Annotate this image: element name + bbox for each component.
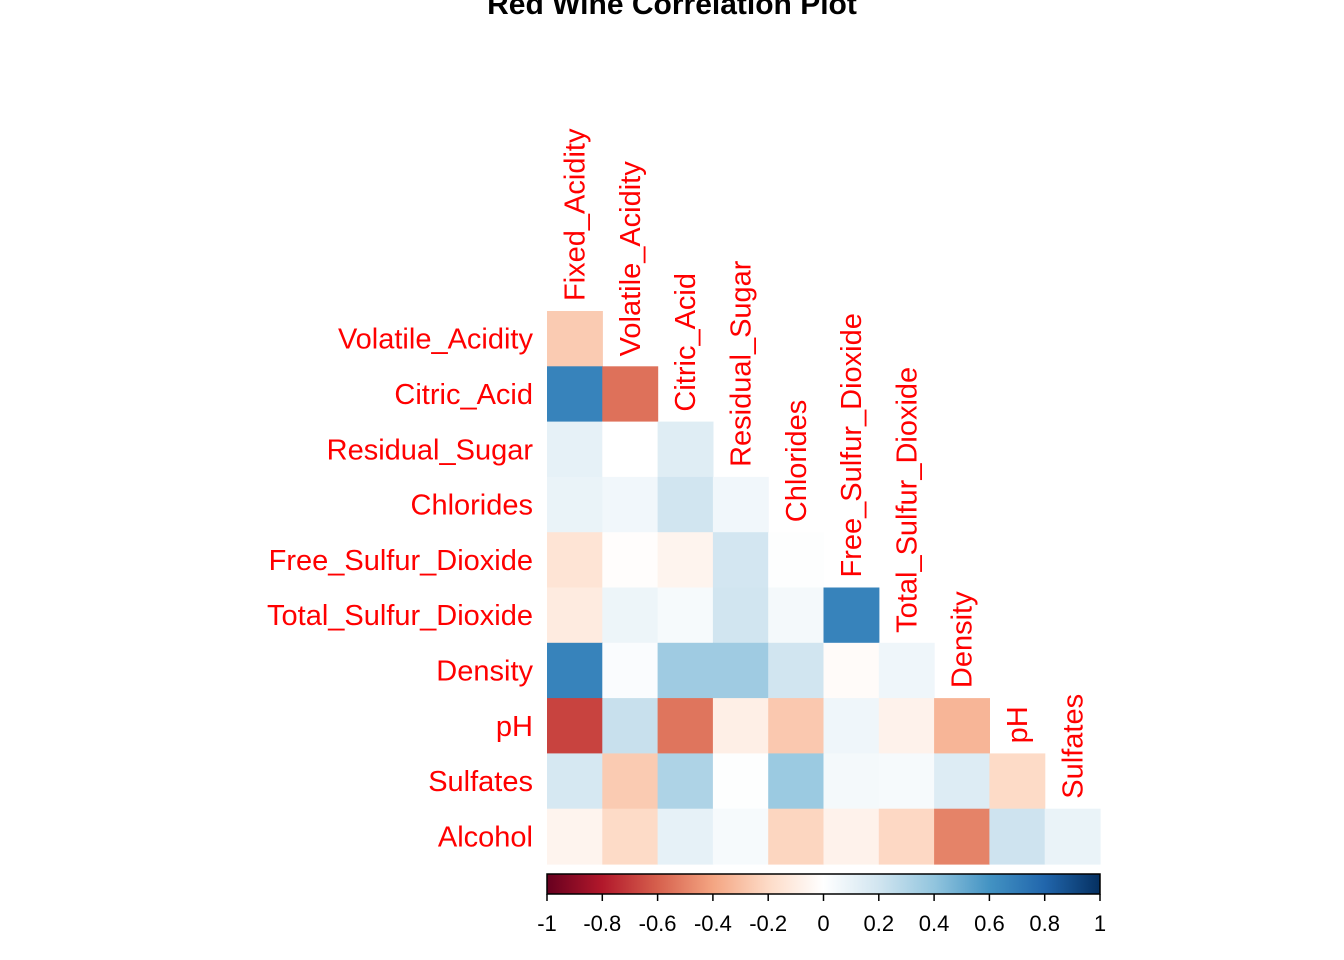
heatmap-cell (878, 808, 935, 865)
heatmap-cell (602, 808, 659, 865)
heatmap-cell (712, 753, 769, 810)
heatmap-cell (657, 421, 714, 478)
row-label: Volatile_Acidity (338, 324, 534, 356)
heatmap-cell (657, 587, 714, 644)
heatmap-cell (712, 698, 769, 754)
heatmap-cell (768, 808, 825, 865)
heatmap-cell (878, 698, 935, 754)
column-label: Density (947, 591, 979, 688)
colorbar-tick-label: -0.4 (694, 911, 732, 936)
column-label: pH (1002, 706, 1034, 743)
heatmap-cell (989, 753, 1046, 810)
heatmap-cell (602, 698, 659, 754)
heatmap-cell (547, 421, 603, 478)
heatmap-cell (657, 642, 714, 699)
heatmap-cell (1044, 808, 1101, 865)
colorbar-tick-label: 0.6 (974, 911, 1005, 936)
column-label: Sulfates (1057, 694, 1089, 799)
row-label: pH (496, 711, 533, 743)
row-label: Density (436, 655, 533, 687)
colorbar-tick-label: 0.8 (1029, 911, 1060, 936)
heatmap-cell (547, 311, 603, 367)
colorbar-tick-label: -0.2 (749, 911, 787, 936)
column-label: Residual_Sugar (726, 260, 758, 467)
column-labels: Fixed_Acidity Volatile_Acidity Citric_Acid… (560, 128, 1090, 799)
colorbar-ticks: -1 -0.8 -0.6 -0.4 -0.2 0 0.2 0.4 0.6 0.8 1 (537, 894, 1106, 936)
colorbar-tick-label: -0.6 (639, 911, 677, 936)
heatmap-cell (547, 366, 603, 423)
row-label: Residual_Sugar (327, 434, 534, 466)
heatmap-cell (934, 698, 990, 754)
heatmap-cell (712, 587, 769, 644)
colorbar-tick-label: -0.8 (583, 911, 621, 936)
heatmap-cell (712, 808, 769, 865)
heatmap-cell (547, 642, 603, 699)
heatmap-cell (657, 753, 714, 810)
heatmap-cell (823, 587, 880, 644)
row-label: Alcohol (438, 821, 533, 853)
column-label: Free_Sulfur_Dioxide (836, 313, 868, 577)
colorbar-tick-label: 0.4 (919, 911, 950, 936)
heatmap-cell (657, 476, 714, 533)
heatmap-cell (547, 476, 603, 533)
column-label: Chlorides (781, 400, 813, 523)
colorbar-tick-label: 0 (817, 911, 829, 936)
heatmap-cell (547, 753, 603, 810)
heatmap-cell (934, 808, 990, 865)
heatmap-cell (657, 698, 714, 754)
colorbar (546, 873, 1101, 895)
heatmap-cells (547, 311, 1101, 865)
heatmap-cell (768, 642, 825, 699)
heatmap-cell (602, 366, 659, 423)
heatmap-cell (768, 753, 825, 810)
heatmap-cell (602, 421, 659, 478)
heatmap-cell (934, 753, 990, 810)
column-label: Fixed_Acidity (560, 128, 592, 301)
heatmap-cell (823, 808, 880, 865)
column-label: Total_Sulfur_Dioxide (891, 367, 923, 633)
heatmap-cell (657, 532, 714, 589)
heatmap-cell (823, 642, 880, 699)
heatmap-cell (602, 587, 659, 644)
row-label: Citric_Acid (394, 379, 533, 411)
colorbar-tick-label: 1 (1094, 911, 1106, 936)
heatmap-cell (712, 476, 769, 533)
heatmap-cell (823, 698, 880, 754)
heatmap-cell (602, 642, 659, 699)
column-label: Citric_Acid (670, 273, 702, 412)
heatmap-cell (547, 808, 603, 865)
heatmap-cell (547, 587, 603, 644)
column-label: Volatile_Acidity (615, 161, 647, 357)
heatmap-cell (823, 753, 880, 810)
heatmap-cell (878, 642, 935, 699)
heatmap-cell (657, 808, 714, 865)
heatmap-cell (768, 698, 825, 754)
heatmap-cell (989, 808, 1046, 865)
row-label: Chlorides (411, 490, 534, 522)
heatmap-cell (602, 532, 659, 589)
row-labels: Volatile_Acidity Citric_Acid Residual_Suga… (267, 324, 533, 854)
heatmap-cell (602, 476, 659, 533)
heatmap-cell (712, 642, 769, 699)
row-label: Total_Sulfur_Dioxide (267, 600, 533, 632)
heatmap-cell (768, 532, 825, 589)
heatmap-cell (602, 753, 659, 810)
heatmap-cell (768, 587, 825, 644)
colorbar-tick-label: 0.2 (864, 911, 895, 936)
row-label: Free_Sulfur_Dioxide (269, 545, 533, 577)
heatmap-cell (547, 698, 603, 754)
heatmap-cell (547, 532, 603, 589)
heatmap-cell (878, 753, 935, 810)
row-label: Sulfates (428, 766, 533, 798)
heatmap-cell (712, 532, 769, 589)
chart-title: Red Wine Correlation Plot (487, 0, 857, 21)
colorbar-tick-label: -1 (537, 911, 557, 936)
